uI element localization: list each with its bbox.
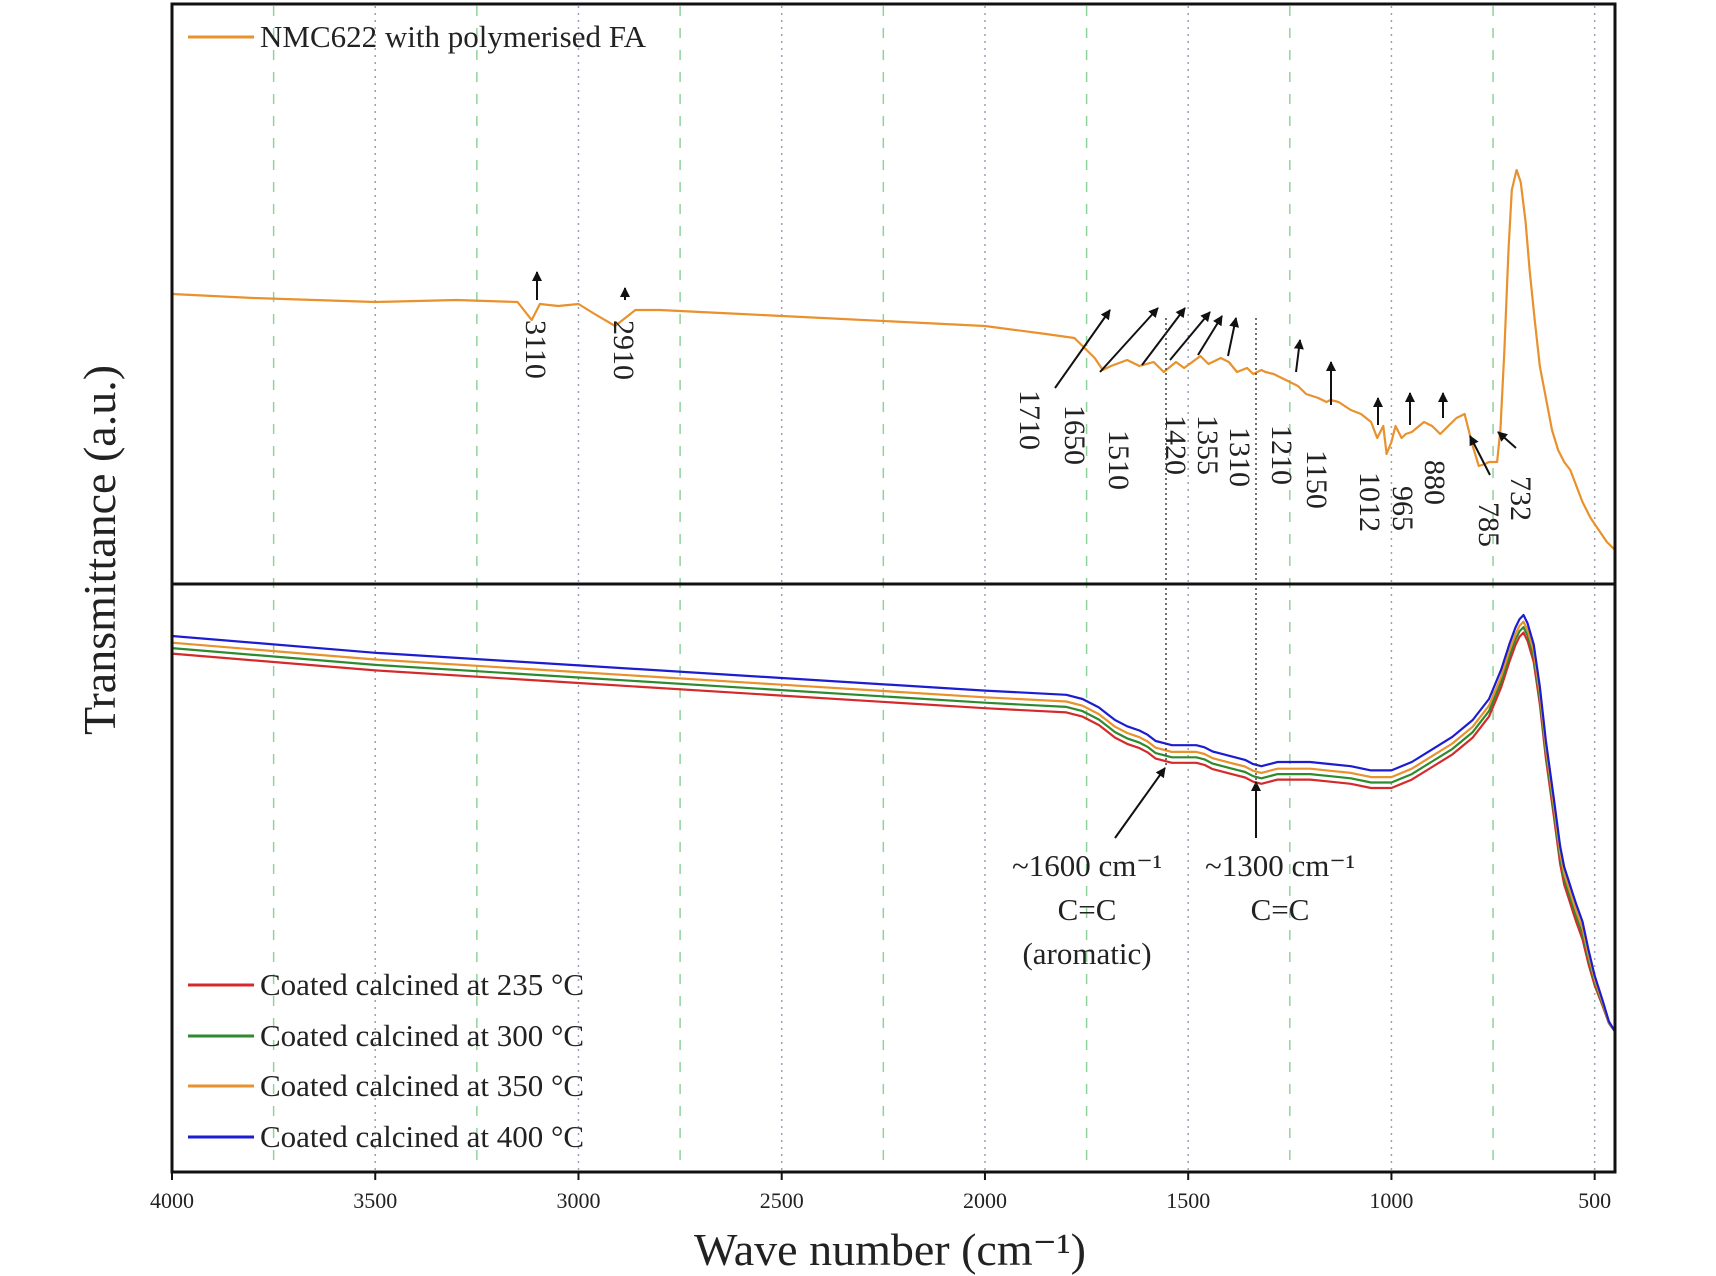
annotation-1600: ~1600 cm⁻¹ C=C (aromatic) bbox=[1012, 848, 1162, 971]
x-tick-label-1500: 1500 bbox=[1166, 1188, 1210, 1213]
peak-label-2910: 2910 bbox=[607, 320, 640, 380]
peak-label-880: 880 bbox=[1418, 460, 1451, 505]
peak-label-1210: 1210 bbox=[1265, 425, 1298, 485]
top-series-layer bbox=[171, 168, 1616, 551]
peak-arrow-4 bbox=[1141, 307, 1186, 366]
legend-label-300: Coated calcined at 300 °C bbox=[260, 1018, 584, 1053]
band-arrows bbox=[1114, 767, 1261, 839]
peak-arrow-14 bbox=[1497, 431, 1517, 449]
y-axis-title: Transmittance (a.u.) bbox=[74, 365, 125, 735]
x-tick-label-500: 500 bbox=[1578, 1188, 1611, 1213]
peak-arrow-8 bbox=[1293, 339, 1304, 373]
annotation-1600-line3: (aromatic) bbox=[1022, 936, 1151, 971]
legend-label-nmc622: NMC622 with polymerised FA bbox=[260, 19, 647, 54]
top-legend: NMC622 with polymerised FA bbox=[188, 19, 647, 54]
peak-labels: 3110 2910 1710 1650 1510 1420 1355 1310 … bbox=[519, 320, 1537, 547]
peak-arrow-7 bbox=[1227, 317, 1240, 357]
peak-arrow-6 bbox=[1197, 315, 1223, 356]
bottom-panel: Coated calcined at 235 °C Coated calcine… bbox=[171, 613, 1616, 1154]
series-line-bottom-2 bbox=[171, 620, 1616, 1033]
x-tick-label-3000: 3000 bbox=[556, 1188, 600, 1213]
peak-label-785: 785 bbox=[1472, 502, 1505, 547]
peak-label-1420: 1420 bbox=[1159, 415, 1192, 475]
annotation-1300-line2: C=C bbox=[1251, 892, 1310, 927]
annotation-1300: ~1300 cm⁻¹ C=C bbox=[1205, 848, 1355, 927]
peak-label-1710: 1710 bbox=[1013, 390, 1046, 450]
peak-label-1650: 1650 bbox=[1058, 405, 1091, 465]
peak-label-1012: 1012 bbox=[1353, 472, 1386, 532]
guide-lines bbox=[1165, 318, 1257, 785]
x-tick-label-1000: 1000 bbox=[1369, 1188, 1413, 1213]
x-tick-label-4000: 4000 bbox=[150, 1188, 194, 1213]
peak-arrows bbox=[532, 271, 1517, 476]
arrow-1600 bbox=[1114, 767, 1166, 839]
peak-arrow-2 bbox=[1054, 309, 1111, 389]
peak-label-1150: 1150 bbox=[1300, 450, 1333, 509]
bottom-series-layer bbox=[171, 613, 1616, 1033]
peak-label-965: 965 bbox=[1386, 486, 1419, 531]
top-panel: NMC622 with polymerised FA 3110 2910 171… bbox=[171, 19, 1616, 551]
plot-frame bbox=[170, 2, 1617, 1174]
peak-label-1310: 1310 bbox=[1223, 427, 1256, 487]
bottom-legend: Coated calcined at 235 °C Coated calcine… bbox=[188, 967, 584, 1154]
peak-label-3110: 3110 bbox=[519, 320, 552, 379]
annotation-1600-line1: ~1600 cm⁻¹ bbox=[1012, 848, 1162, 883]
peak-label-1510: 1510 bbox=[1102, 430, 1135, 490]
peak-arrow-3 bbox=[1099, 307, 1159, 373]
peak-arrow-13 bbox=[1469, 435, 1491, 476]
peak-label-1355: 1355 bbox=[1191, 415, 1224, 475]
x-tick-label-3500: 3500 bbox=[353, 1188, 397, 1213]
x-axis-ticks: 4000 3500 3000 2500 2000 1500 1000 500 bbox=[150, 1172, 1611, 1213]
x-tick-label-2500: 2500 bbox=[760, 1188, 804, 1213]
legend-label-350: Coated calcined at 350 °C bbox=[260, 1068, 584, 1103]
x-axis-title: Wave number (cm⁻¹) bbox=[694, 1224, 1086, 1275]
legend-label-400: Coated calcined at 400 °C bbox=[260, 1119, 584, 1154]
peak-label-732: 732 bbox=[1504, 476, 1537, 521]
annotation-1600-line2: C=C bbox=[1058, 892, 1117, 927]
x-tick-label-2000: 2000 bbox=[963, 1188, 1007, 1213]
series-line-top-0 bbox=[171, 168, 1616, 551]
series-line-bottom-3 bbox=[171, 613, 1616, 1033]
annotation-1300-line1: ~1300 cm⁻¹ bbox=[1205, 848, 1355, 883]
grid-layer bbox=[272, 6, 1596, 1170]
peak-arrow-5 bbox=[1169, 311, 1211, 361]
legend-label-235: Coated calcined at 235 °C bbox=[260, 967, 584, 1002]
